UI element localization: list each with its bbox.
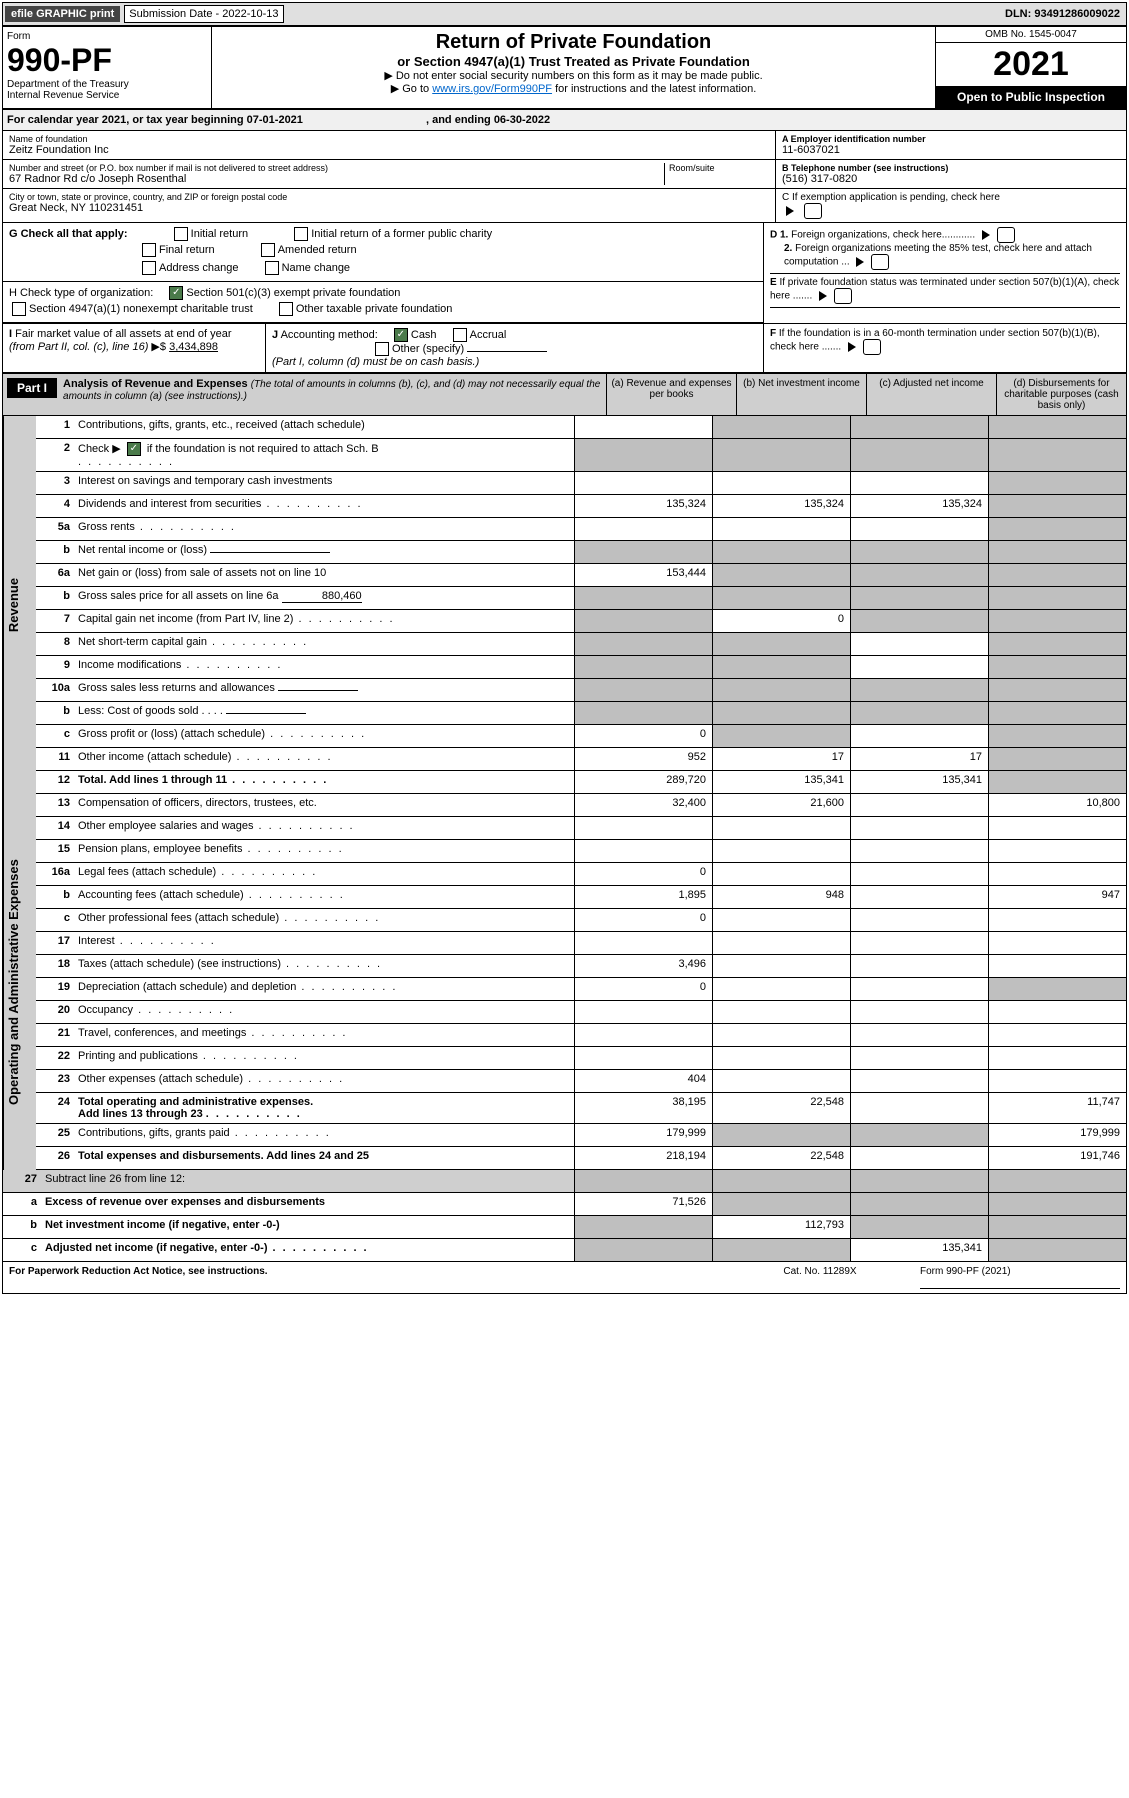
col-c-header: (c) Adjusted net income xyxy=(866,374,996,415)
expenses-table: Operating and Administrative Expenses 13… xyxy=(3,794,1126,1170)
calendar-year-row: For calendar year 2021, or tax year begi… xyxy=(3,110,1126,131)
form-page: efile GRAPHIC print Submission Date - 20… xyxy=(2,2,1127,1294)
tax-year: 2021 xyxy=(936,43,1126,86)
name-change-checkbox[interactable] xyxy=(265,261,279,275)
address-cell: Number and street (or P.O. box number if… xyxy=(3,160,775,189)
revenue-label: Revenue xyxy=(3,416,36,794)
form-label: Form xyxy=(7,31,207,42)
entity-info: Name of foundation Zeitz Foundation Inc … xyxy=(3,131,1126,223)
fmv-value: 3,434,898 xyxy=(169,341,218,353)
f-checkbox[interactable] xyxy=(863,339,881,355)
paperwork-notice: For Paperwork Reduction Act Notice, see … xyxy=(9,1266,720,1289)
form-ref: Form 990-PF (2021) xyxy=(920,1266,1120,1289)
cash-checkbox[interactable] xyxy=(394,328,408,342)
header-left: Form 990-PF Department of the Treasury I… xyxy=(3,27,212,108)
revenue-table: Revenue 1Contributions, gifts, grants, e… xyxy=(3,416,1126,794)
form-subtitle: or Section 4947(a)(1) Trust Treated as P… xyxy=(216,54,931,69)
amended-return-checkbox[interactable] xyxy=(261,243,275,257)
irs-label: Internal Revenue Service xyxy=(7,90,207,101)
section-g-d: G Check all that apply: Initial return I… xyxy=(3,223,1126,324)
entity-left: Name of foundation Zeitz Foundation Inc … xyxy=(3,131,775,222)
f-section: F If the foundation is in a 60-month ter… xyxy=(764,324,1126,372)
501c3-checkbox[interactable] xyxy=(169,286,183,300)
arrow-icon xyxy=(819,291,827,301)
open-inspection: Open to Public Inspection xyxy=(936,86,1126,108)
ssn-warning: ▶ Do not enter social security numbers o… xyxy=(216,69,931,82)
expenses-label: Operating and Administrative Expenses xyxy=(3,794,36,1170)
part1-badge: Part I xyxy=(7,378,57,398)
other-taxable-checkbox[interactable] xyxy=(279,302,293,316)
arrow-icon xyxy=(786,206,794,216)
efile-button[interactable]: efile GRAPHIC print xyxy=(5,6,120,22)
g-checks: G Check all that apply: Initial return I… xyxy=(3,223,763,282)
part1-header-row: Part I Analysis of Revenue and Expenses … xyxy=(3,374,1126,416)
ein-cell: A Employer identification number 11-6037… xyxy=(776,131,1126,160)
dept-treasury: Department of the Treasury xyxy=(7,79,207,90)
page-footer: For Paperwork Reduction Act Notice, see … xyxy=(3,1262,1126,1293)
phone-cell: B Telephone number (see instructions) (5… xyxy=(776,160,1126,189)
name-cell: Name of foundation Zeitz Foundation Inc xyxy=(3,131,775,160)
top-bar: efile GRAPHIC print Submission Date - 20… xyxy=(3,3,1126,27)
line27-rows: 27Subtract line 26 from line 12: aExcess… xyxy=(3,1170,1126,1262)
d2-checkbox[interactable] xyxy=(871,254,889,270)
entity-right: A Employer identification number 11-6037… xyxy=(775,131,1126,222)
cat-number: Cat. No. 11289X xyxy=(720,1266,920,1289)
accrual-checkbox[interactable] xyxy=(453,328,467,342)
dln-label: DLN: 93491286009022 xyxy=(999,6,1126,22)
exemption-checkbox[interactable] xyxy=(804,203,822,219)
col-a-header: (a) Revenue and expenses per books xyxy=(606,374,736,415)
form-title: Return of Private Foundation xyxy=(216,31,931,54)
final-return-checkbox[interactable] xyxy=(142,243,156,257)
header-center: Return of Private Foundation or Section … xyxy=(212,27,935,108)
omb-number: OMB No. 1545-0047 xyxy=(936,27,1126,43)
col-b-header: (b) Net investment income xyxy=(736,374,866,415)
form-header: Form 990-PF Department of the Treasury I… xyxy=(3,27,1126,110)
goto-note: ▶ Go to www.irs.gov/Form990PF for instru… xyxy=(216,82,931,95)
e-checkbox[interactable] xyxy=(834,288,852,304)
h-checks: H Check type of organization: Section 50… xyxy=(3,282,763,323)
col-d-header: (d) Disbursements for charitable purpose… xyxy=(996,374,1126,415)
4947-checkbox[interactable] xyxy=(12,302,26,316)
arrow-icon xyxy=(982,230,990,240)
other-method-checkbox[interactable] xyxy=(375,342,389,356)
address-change-checkbox[interactable] xyxy=(142,261,156,275)
d-e-section: D 1. D 1. Foreign organizations, check h… xyxy=(764,223,1126,323)
d1-checkbox[interactable] xyxy=(997,227,1015,243)
initial-former-checkbox[interactable] xyxy=(294,227,308,241)
schb-checkbox[interactable] xyxy=(127,442,141,456)
header-right: OMB No. 1545-0047 2021 Open to Public In… xyxy=(935,27,1126,108)
arrow-icon xyxy=(856,257,864,267)
form-number: 990-PF xyxy=(7,42,207,79)
irs-link[interactable]: www.irs.gov/Form990PF xyxy=(432,83,552,95)
initial-return-checkbox[interactable] xyxy=(174,227,188,241)
city-cell: City or town, state or province, country… xyxy=(3,189,775,217)
i-section: I Fair market value of all assets at end… xyxy=(3,324,266,372)
i-j-f-section: I Fair market value of all assets at end… xyxy=(3,324,1126,374)
exemption-cell: C If exemption application is pending, c… xyxy=(776,189,1126,222)
submission-date-tab: Submission Date - 2022-10-13 xyxy=(124,5,283,23)
arrow-icon xyxy=(848,342,856,352)
j-section: J Accounting method: Cash Accrual Other … xyxy=(266,324,764,372)
part1-title: Analysis of Revenue and Expenses xyxy=(63,378,248,390)
